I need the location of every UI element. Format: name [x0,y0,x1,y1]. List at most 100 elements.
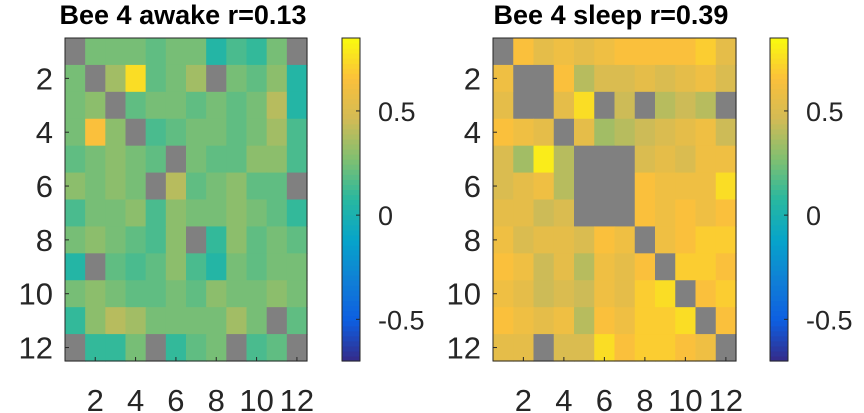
heatmap-cell [145,38,167,66]
colorbar-segment [770,224,788,231]
heatmap-cell [594,280,616,308]
heatmap-cell [125,145,147,174]
heatmap-cell [533,118,555,147]
colorbar-segment [342,224,360,231]
colorbar-segment [342,169,360,175]
heatmap-cell [65,226,86,254]
heatmap-cell [513,307,535,335]
heatmap-cell-missing [574,172,595,201]
heatmap-cell [266,226,288,254]
colorbar-segment [342,73,360,79]
heatmap-cell [513,334,535,362]
colorbar-segment [342,219,360,226]
heatmap-cell [145,118,167,147]
heatmap-cell [65,91,86,120]
heatmap-cell [145,199,167,228]
colorbar-segment [342,184,360,191]
colorbar-segment [770,38,788,44]
colorbar-segment [770,239,788,246]
heatmap-cell-missing [145,172,167,201]
heatmap-cell [226,226,248,254]
heatmap-cell [553,280,575,308]
heatmap-cell [186,91,207,120]
colorbar-segment [770,330,788,337]
colorbar-segment [342,260,360,266]
heatmap-cell [125,64,147,93]
heatmap-cell [85,307,106,335]
heatmap-cell [513,280,535,308]
colorbar-segment [342,98,360,105]
heatmap-cell [715,145,737,174]
heatmap-cell [533,172,555,201]
colorbar-segment [342,229,360,236]
heatmap-cell [286,226,308,254]
heatmap-cell [226,38,248,66]
heatmap-cell [675,172,697,201]
heatmap-cell [266,280,288,308]
heatmap-cell [246,253,268,281]
colorbar-segment [342,78,360,85]
heatmap-cell-missing [493,38,514,66]
heatmap-cell [695,280,717,308]
x-tick-label: 12 [709,383,743,413]
heatmap-cell [695,38,717,66]
heatmap-cell [226,145,248,174]
x-tick-label: 6 [596,383,613,413]
heatmap-cell-missing [634,226,656,254]
heatmap-cell [634,307,656,335]
heatmap-cell [125,91,147,120]
heatmap-cell [165,199,187,228]
heatmap-cell [513,172,535,201]
plot-frame [492,37,737,362]
heatmap-cell [125,226,147,254]
colorbar-segment [770,154,788,160]
colorbar-segment [342,38,360,44]
colorbar-segment [342,255,360,261]
heatmap-cell [655,91,676,120]
heatmap-cell [655,307,676,335]
colorbar-segment [342,118,360,125]
heatmap-cell [85,118,106,147]
plot-frame [64,37,308,362]
colorbar-segment [770,98,788,105]
heatmap-cell [226,199,248,228]
colorbar-segment [770,295,788,302]
colorbar-tick-label: 0 [378,201,393,231]
colorbar-tick-label: 0 [806,201,821,231]
heatmap-cell [246,334,268,362]
heatmap-cell [165,118,187,147]
heatmap-cell [574,38,595,66]
heatmap-cell [206,334,227,362]
heatmap-cell [493,118,514,147]
colorbar-segment [770,164,788,170]
colorbar-segment [342,350,360,357]
heatmap-cell [246,38,268,66]
colorbar-segment [770,350,788,357]
heatmap-cell [675,307,697,335]
colorbar-segment [770,58,788,64]
heatmap-cell-missing [266,307,288,335]
heatmap-cell [513,226,535,254]
heatmap-cell [65,145,86,174]
colorbar-segment [342,280,360,286]
heatmap-cell [574,118,595,147]
colorbar-segment [770,63,788,69]
heatmap-cell [105,334,127,362]
heatmap-cell [695,91,717,120]
colorbar-segment [770,149,788,155]
heatmap-cell [655,118,676,147]
x-tick-label: 10 [239,383,273,413]
y-tick-label: 2 [464,61,481,96]
heatmap-cell [105,307,127,335]
colorbar-segment [770,345,788,352]
heatmap-cell [286,91,308,120]
heatmap-cell-missing [594,91,616,120]
heatmap-cell [695,253,717,281]
heatmap-cell [266,38,288,66]
heatmap-cell-missing [533,334,555,362]
x-tick-label: 2 [515,383,532,413]
heatmap-cell [186,253,207,281]
y-tick-label: 8 [36,223,53,258]
colorbar-segment [770,174,788,180]
